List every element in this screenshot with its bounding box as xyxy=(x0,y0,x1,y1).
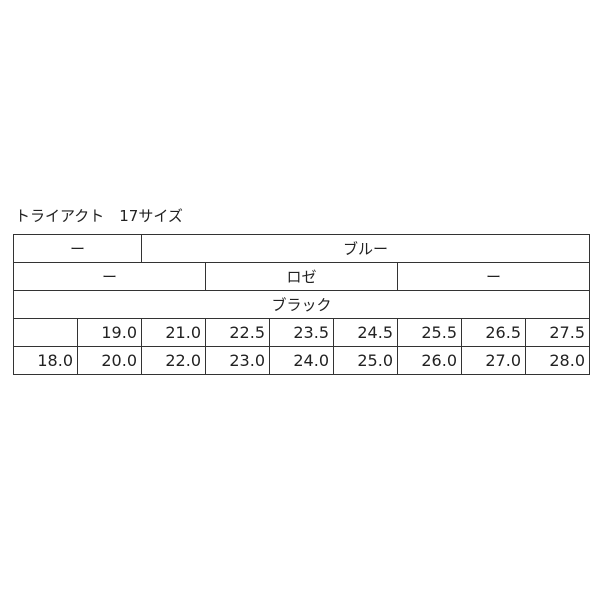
table-row: ー ブルー xyxy=(13,234,590,263)
table-cell: 26.0 xyxy=(397,346,462,375)
table-cell: 22.0 xyxy=(141,346,206,375)
table-cell: ー xyxy=(13,234,142,263)
table-cell: 25.5 xyxy=(397,318,462,347)
table-cell: 28.0 xyxy=(525,346,590,375)
table-cell: 27.5 xyxy=(525,318,590,347)
table-cell: ブラック xyxy=(13,290,590,319)
table-row: ブラック xyxy=(13,290,590,319)
table-cell: 27.0 xyxy=(461,346,526,375)
table-cell: ブルー xyxy=(141,234,590,263)
table-cell: 23.0 xyxy=(205,346,270,375)
table-row: 19.0 21.0 22.5 23.5 24.5 25.5 26.5 27.5 xyxy=(13,318,590,347)
table-title: トライアクト 17サイズ xyxy=(15,207,183,225)
size-table: ー ブルー ー ロゼ ー ブラック 19.0 21.0 22.5 23.5 24… xyxy=(13,234,590,375)
table-cell xyxy=(13,318,78,347)
table-cell: 21.0 xyxy=(141,318,206,347)
table-row: 18.0 20.0 22.0 23.0 24.0 25.0 26.0 27.0 … xyxy=(13,346,590,375)
table-cell: 23.5 xyxy=(269,318,334,347)
table-cell: ー xyxy=(397,262,590,291)
table-cell: 26.5 xyxy=(461,318,526,347)
table-cell: ー xyxy=(13,262,206,291)
table-cell: ロゼ xyxy=(205,262,398,291)
table-cell: 19.0 xyxy=(77,318,142,347)
table-row: ー ロゼ ー xyxy=(13,262,590,291)
table-cell: 20.0 xyxy=(77,346,142,375)
table-cell: 22.5 xyxy=(205,318,270,347)
table-cell: 24.0 xyxy=(269,346,334,375)
table-cell: 18.0 xyxy=(13,346,78,375)
table-cell: 25.0 xyxy=(333,346,398,375)
table-cell: 24.5 xyxy=(333,318,398,347)
